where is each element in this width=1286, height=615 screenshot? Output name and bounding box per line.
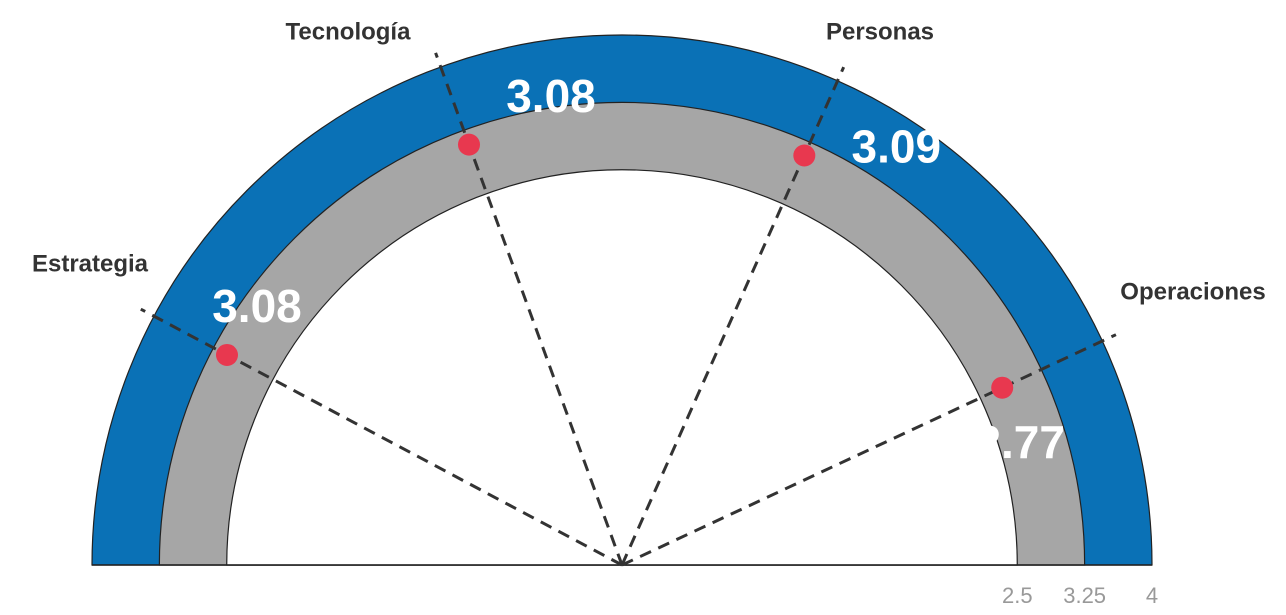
category-labels: Estrategia Tecnología Personas Operaciones <box>32 18 1266 305</box>
value-labels: 3.08 3.08 3.09 2.77 <box>212 70 1065 468</box>
category-label-1: Estrategia <box>32 250 149 277</box>
guide-line-1 <box>140 307 623 567</box>
tick-label-1: 2.5 <box>1002 583 1033 608</box>
value-label-4: 2.77 <box>975 416 1065 468</box>
category-label-2: Tecnología <box>286 18 412 45</box>
radial-ticks: 2.5 3.25 4 <box>1002 583 1158 608</box>
guide-line-3 <box>620 66 846 566</box>
value-marker-3 <box>793 144 816 167</box>
tick-label-3: 4 <box>1146 583 1158 608</box>
category-label-3: Personas <box>826 18 934 45</box>
value-label-3: 3.09 <box>852 121 942 173</box>
value-label-1: 3.08 <box>212 280 302 332</box>
inner-band <box>227 170 1018 565</box>
value-marker-1 <box>215 343 238 366</box>
tick-label-2: 3.25 <box>1063 583 1106 608</box>
guide-line-2 <box>434 52 624 566</box>
value-marker-2 <box>457 133 480 156</box>
category-label-4: Operaciones <box>1120 278 1265 305</box>
value-markers <box>215 133 1014 399</box>
guide-line-4 <box>621 333 1117 567</box>
value-label-2: 3.08 <box>506 70 596 122</box>
category-guides <box>140 52 1117 567</box>
gauge-bands <box>91 34 1153 565</box>
value-marker-4 <box>991 376 1014 399</box>
